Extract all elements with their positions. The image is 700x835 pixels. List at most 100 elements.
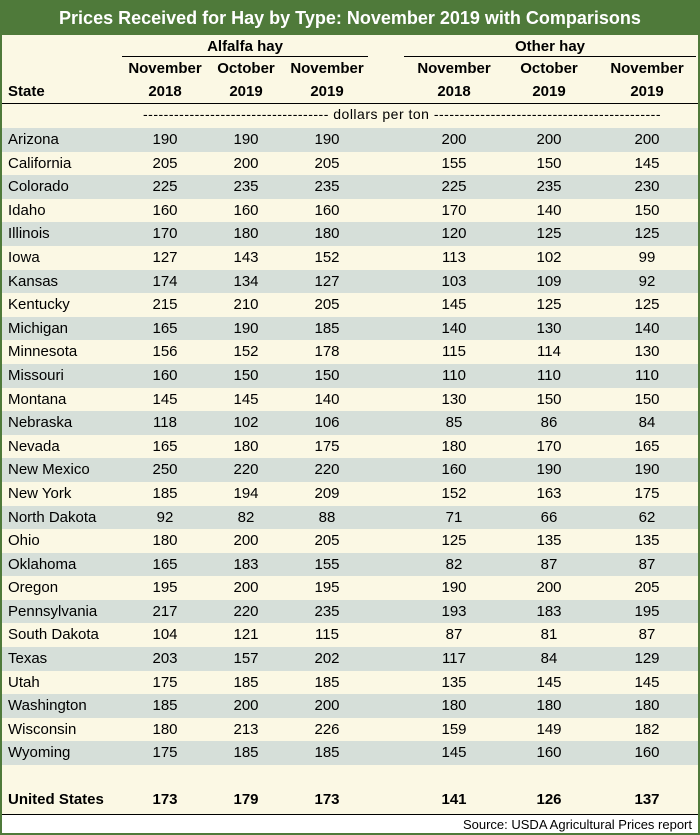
price-cell: 203 <box>152 650 178 668</box>
table-row: South Dakota 104 121 115 87 81 87 <box>2 623 698 647</box>
price-cell: 137 <box>634 791 660 808</box>
price-cell: 190 <box>152 131 178 148</box>
group-underline-alfalfa <box>122 56 368 57</box>
price-cell: 143 <box>233 248 259 266</box>
price-cell: 235 <box>314 178 340 196</box>
price-cell: 200 <box>233 697 259 715</box>
price-cell: 99 <box>638 248 656 266</box>
table-body: Arizona 190 190 190 200 200 200 California 205 20… <box>2 128 698 766</box>
price-cell: 152 <box>233 343 259 361</box>
price-cell: 127 <box>152 248 178 266</box>
state-name: Iowa <box>8 248 40 266</box>
price-cell: 145 <box>152 390 178 408</box>
price-cell: 160 <box>152 366 178 384</box>
table-row: Nevada 165 180 175 180 170 165 <box>2 435 698 459</box>
price-cell: 190 <box>314 131 340 148</box>
total-row: United States 173 179 173 141 126 137 <box>2 788 698 812</box>
column-header-month: November <box>417 60 491 77</box>
price-cell: 145 <box>634 154 660 172</box>
table-row: Pennsylvania 217 220 235 193 183 195 <box>2 599 698 624</box>
price-cell: 200 <box>634 131 660 148</box>
price-cell: 145 <box>536 673 562 691</box>
price-cell: 127 <box>314 272 340 290</box>
price-cell: 185 <box>314 319 340 337</box>
price-cell: 87 <box>445 626 463 644</box>
price-cell: 200 <box>233 154 259 172</box>
column-header: November 2018 <box>414 59 494 102</box>
price-cell: 160 <box>314 201 340 219</box>
price-cell: 185 <box>152 484 178 502</box>
price-cell: 195 <box>152 579 178 597</box>
price-cell: 130 <box>634 343 660 361</box>
column-header: November 2019 <box>607 59 687 102</box>
price-cell: 200 <box>233 579 259 597</box>
price-cell: 118 <box>153 414 177 432</box>
price-cell: 126 <box>536 791 562 808</box>
price-cell: 225 <box>441 178 467 196</box>
price-cell: 185 <box>314 673 340 691</box>
price-cell: 180 <box>441 697 467 715</box>
state-name: Illinois <box>8 225 50 243</box>
price-cell: 190 <box>233 131 259 148</box>
price-cell: 235 <box>233 178 259 196</box>
state-name: California <box>8 154 72 172</box>
price-cell: 235 <box>536 178 562 196</box>
price-cell: 160 <box>536 744 562 762</box>
state-name: Colorado <box>8 178 69 196</box>
price-cell: 174 <box>152 272 178 290</box>
state-name: United States <box>8 791 104 808</box>
column-header-month: October <box>217 60 275 77</box>
price-cell: 195 <box>314 579 340 597</box>
price-cell: 220 <box>233 602 259 620</box>
price-cell: 135 <box>536 532 562 550</box>
price-cell: 190 <box>634 461 660 479</box>
table-row: Idaho 160 160 160 170 140 150 <box>2 199 698 223</box>
price-cell: 86 <box>540 414 558 432</box>
price-cell: 125 <box>536 296 562 314</box>
price-cell: 195 <box>634 602 660 620</box>
state-name: Minnesota <box>8 343 78 361</box>
price-cell: 145 <box>233 390 259 408</box>
price-cell: 178 <box>314 343 340 361</box>
column-header-month: November <box>610 60 684 77</box>
column-header: November 2019 <box>287 59 367 102</box>
price-cell: 82 <box>445 555 463 573</box>
table-row: North Dakota 92 82 88 71 66 62 <box>2 505 698 530</box>
column-header-year: 2019 <box>532 83 566 100</box>
price-cell: 66 <box>540 508 558 526</box>
price-cell: 163 <box>536 484 562 502</box>
price-cell: 152 <box>441 484 467 502</box>
table-row: Iowa 127 143 152 113 102 99 <box>2 246 698 270</box>
price-cell: 180 <box>233 225 259 243</box>
state-name: Texas <box>8 650 48 668</box>
price-cell: 135 <box>634 532 660 550</box>
price-cell: 84 <box>540 650 558 668</box>
price-cell: 150 <box>233 366 259 384</box>
price-cell: 159 <box>441 720 467 738</box>
column-header: October 2019 <box>509 59 589 102</box>
price-cell: 160 <box>152 201 178 219</box>
table-row: Minnesota 156 152 178 115 114 130 <box>2 340 698 364</box>
price-cell: 160 <box>441 461 467 479</box>
price-cell: 205 <box>314 154 340 172</box>
price-cell: 125 <box>441 532 467 550</box>
state-name: Wisconsin <box>8 720 77 738</box>
price-cell: 110 <box>442 366 466 384</box>
price-cell: 210 <box>233 296 259 314</box>
price-cell: 115 <box>315 626 339 644</box>
state-column-header: State <box>8 83 45 100</box>
price-cell: 160 <box>634 744 660 762</box>
price-cell: 170 <box>441 201 467 219</box>
price-cell: 150 <box>536 390 562 408</box>
state-name: Nevada <box>8 437 60 455</box>
price-cell: 117 <box>442 650 466 668</box>
state-name: Michigan <box>8 319 69 337</box>
state-name: Arizona <box>8 131 59 148</box>
state-name: Oklahoma <box>8 555 77 573</box>
price-cell: 180 <box>233 437 259 455</box>
price-cell: 185 <box>152 697 178 715</box>
price-cell: 205 <box>152 154 178 172</box>
price-cell: 190 <box>441 579 467 597</box>
price-cell: 200 <box>314 697 340 715</box>
table-row: Texas 203 157 202 117 84 129 <box>2 647 698 671</box>
